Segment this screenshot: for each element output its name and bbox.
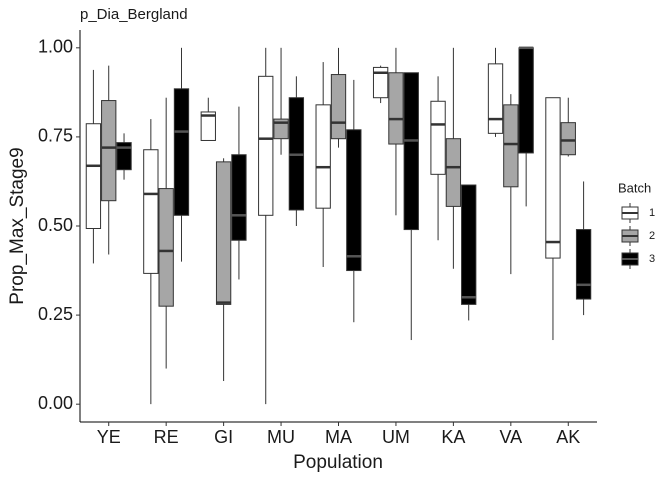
box (461, 184, 477, 305)
x-tick-label: GI (214, 427, 233, 447)
box (315, 104, 331, 209)
box (575, 229, 592, 300)
box (487, 63, 504, 134)
box (346, 129, 362, 272)
x-tick-label: MA (325, 427, 352, 447)
box (430, 100, 446, 175)
x-tick-label: MU (267, 427, 295, 447)
box (116, 142, 132, 171)
box (215, 161, 232, 305)
x-tick-label: RE (154, 427, 179, 447)
box (560, 122, 576, 156)
y-tick-label: 0.25 (38, 304, 73, 324)
box (388, 72, 404, 145)
legend-label: 2 (649, 230, 655, 242)
box (85, 123, 102, 229)
box (330, 74, 347, 140)
y-tick-label: 0.50 (38, 215, 73, 235)
legend-title: Batch (618, 180, 651, 195)
y-tick-label: 0.00 (38, 393, 73, 413)
x-tick-label: KA (441, 427, 465, 447)
x-tick-label: VA (499, 427, 522, 447)
box (143, 149, 159, 274)
box (173, 88, 190, 216)
box (200, 111, 216, 141)
box (518, 47, 534, 154)
box (445, 138, 462, 207)
y-tick-label: 0.75 (38, 126, 73, 146)
x-axis-label: Population (293, 452, 383, 473)
y-tick-label: 1.00 (38, 37, 73, 57)
x-tick-label: AK (556, 427, 580, 447)
box (372, 66, 389, 99)
box (545, 97, 561, 259)
box (403, 72, 419, 231)
box (231, 154, 247, 241)
box (273, 118, 289, 140)
y-axis-label: Prop_Max_Stage9 (7, 147, 28, 304)
legend-label: 1 (649, 207, 655, 219)
chart-title: p_Dia_Bergland (80, 6, 188, 23)
box (503, 104, 519, 188)
box (158, 188, 174, 307)
x-tick-label: YE (97, 427, 121, 447)
box (258, 75, 274, 216)
x-tick-label: UM (382, 427, 410, 447)
box (101, 100, 117, 202)
legend-label: 3 (649, 253, 655, 265)
